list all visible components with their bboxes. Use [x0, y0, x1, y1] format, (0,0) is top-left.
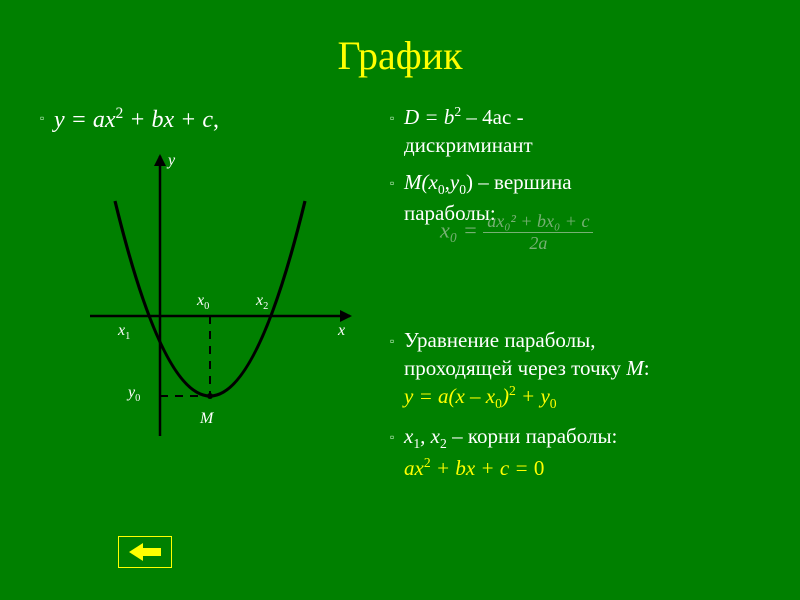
roots-equation: ax2 + bx + c = 0 [404, 456, 544, 480]
slide: График ▫ y = ax2 + bx + c, [0, 0, 800, 600]
spacer [390, 236, 760, 326]
parabola-svg [70, 146, 370, 446]
vertex-text: M(x0,y0) – вершина параболы: [404, 168, 572, 228]
roots-text: x1, x2 – корни параболы: ax2 + bx + c = … [404, 422, 617, 482]
label-x-axis: x [338, 322, 345, 340]
label-y0: y0 [128, 384, 140, 404]
parabola-diagram: y x x1 x0 x2 y0 M [70, 146, 370, 446]
left-column: ▫ y = ax2 + bx + c, [40, 103, 380, 490]
bullet-icon: ▫ [390, 422, 404, 445]
formula-row: ▫ y = ax2 + bx + c, [40, 103, 380, 136]
label-M: M [200, 410, 213, 428]
main-formula: y = ax2 + bx + c, [54, 103, 219, 136]
arrow-left-icon [129, 543, 161, 561]
vertex-form-equation: y = a(x – x0)2 + y0 [404, 384, 557, 408]
label-x0: x0 [197, 292, 209, 312]
back-button[interactable] [118, 536, 172, 568]
right-column: ▫ D = b2 – 4ac - дискриминант ▫ M(x0,y0)… [380, 103, 760, 490]
bullet-icon: ▫ [390, 168, 404, 191]
content-row: ▫ y = ax2 + bx + c, [40, 103, 760, 490]
discriminant-row: ▫ D = b2 – 4ac - дискриминант [390, 103, 760, 160]
equation-row: ▫ Уравнение параболы, проходящей через т… [390, 326, 760, 414]
label-x1: x1 [118, 322, 130, 342]
equation-text: Уравнение параболы, проходящей через точ… [404, 326, 650, 414]
bullet-icon: ▫ [40, 103, 54, 126]
label-x2: x2 [256, 292, 268, 312]
vertex-row: ▫ M(x0,y0) – вершина параболы: [390, 168, 760, 228]
bullet-icon: ▫ [390, 326, 404, 349]
bullet-icon: ▫ [390, 103, 404, 126]
page-title: График [40, 32, 760, 79]
label-y-axis: y [168, 152, 175, 170]
discriminant-text: D = b2 – 4ac - дискриминант [404, 103, 533, 160]
roots-row: ▫ x1, x2 – корни параболы: ax2 + bx + c … [390, 422, 760, 482]
